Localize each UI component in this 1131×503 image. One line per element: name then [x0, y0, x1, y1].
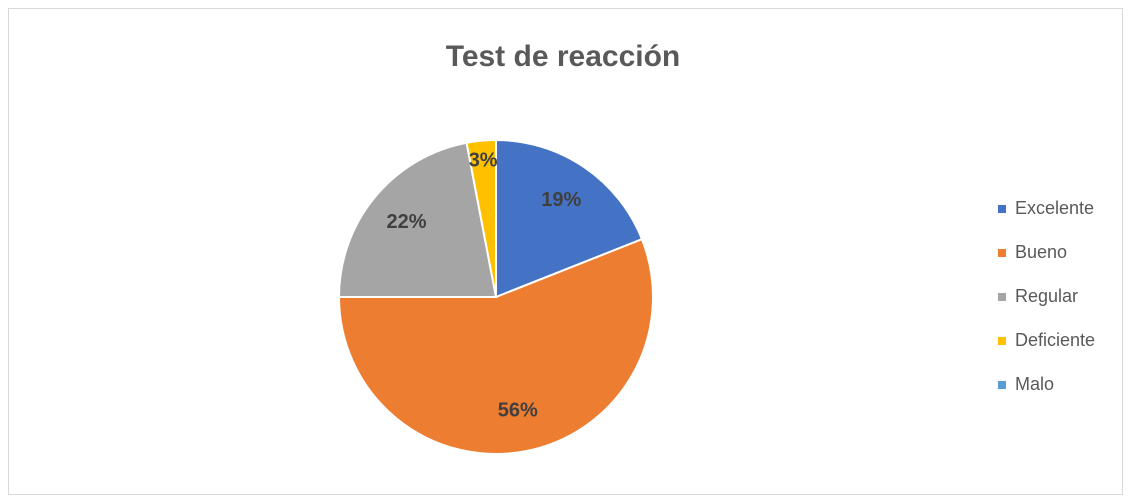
data-label: 19% — [541, 189, 581, 211]
pie-slice — [495, 138, 644, 299]
data-label: 22% — [386, 211, 426, 233]
legend-swatch — [998, 293, 1006, 301]
legend-label: Regular — [1015, 286, 1078, 306]
legend-label: Malo — [1015, 374, 1054, 394]
pie-slice — [337, 141, 498, 298]
legend-swatch — [998, 337, 1006, 345]
legend-label: Bueno — [1015, 242, 1067, 262]
chart-title: Test de reacción — [446, 40, 681, 73]
legend-label: Deficiente — [1015, 330, 1095, 350]
legend-label: Excelente — [1015, 198, 1094, 218]
legend-swatch — [998, 249, 1006, 257]
legend-swatch — [998, 205, 1006, 213]
data-label: 56% — [498, 399, 538, 421]
pie-slice — [337, 237, 654, 455]
data-label: 3% — [469, 149, 498, 171]
legend-swatch — [998, 381, 1006, 389]
